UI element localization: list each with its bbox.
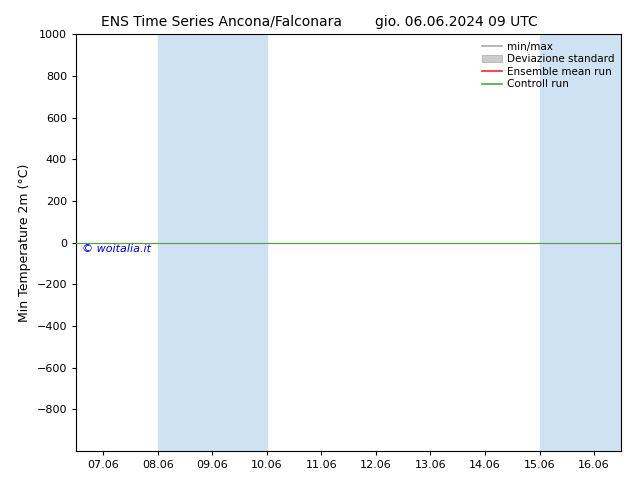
Text: gio. 06.06.2024 09 UTC: gio. 06.06.2024 09 UTC xyxy=(375,15,538,29)
Bar xyxy=(540,34,621,451)
Y-axis label: Min Temperature 2m (°C): Min Temperature 2m (°C) xyxy=(18,163,31,322)
Bar xyxy=(158,34,267,451)
Text: ENS Time Series Ancona/Falconara: ENS Time Series Ancona/Falconara xyxy=(101,15,342,29)
Legend: min/max, Deviazione standard, Ensemble mean run, Controll run: min/max, Deviazione standard, Ensemble m… xyxy=(479,40,616,92)
Text: © woitalia.it: © woitalia.it xyxy=(82,244,150,254)
